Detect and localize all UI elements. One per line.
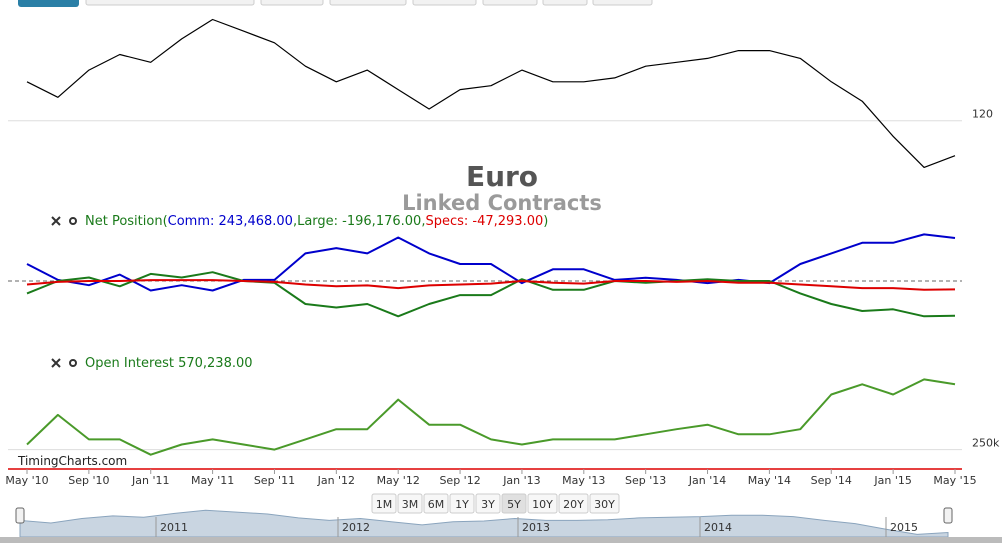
range-button[interactable] bbox=[397, 493, 423, 514]
x-tick-label: May '12 bbox=[377, 474, 420, 487]
legend-title: Net Position( bbox=[85, 214, 168, 229]
settings-icon[interactable] bbox=[69, 359, 77, 367]
chart-title: Euro bbox=[466, 160, 538, 193]
navigator-label: 2013 bbox=[522, 521, 550, 534]
x-tick-label: Jan '14 bbox=[688, 474, 726, 487]
close-icon[interactable] bbox=[51, 216, 61, 226]
x-tick-label: Jan '12 bbox=[317, 474, 355, 487]
x-tick-label: Sep '13 bbox=[625, 474, 666, 487]
toolbar-button[interactable] bbox=[329, 0, 407, 6]
line-series bbox=[26, 18, 956, 168]
x-tick-label: May '14 bbox=[748, 474, 791, 487]
x-tick-label: Jan '15 bbox=[873, 474, 911, 487]
x-tick-label: Jan '11 bbox=[131, 474, 169, 487]
toolbar-button[interactable] bbox=[85, 0, 255, 6]
navigator-scrollbar bbox=[0, 537, 1002, 543]
range-button[interactable] bbox=[527, 493, 558, 514]
legend-entry[interactable]: Comm: 243,468.00 bbox=[168, 214, 293, 229]
panel-icons bbox=[51, 216, 77, 368]
x-tick-label: May '13 bbox=[562, 474, 605, 487]
legend-entry[interactable]: Specs: -47,293.00 bbox=[425, 214, 543, 229]
legend: Net Position(Comm: 243,468.00,Large: -19… bbox=[85, 214, 548, 229]
range-button[interactable] bbox=[475, 493, 501, 514]
range-button[interactable] bbox=[371, 493, 397, 514]
line-series bbox=[26, 378, 956, 456]
line-series bbox=[26, 271, 956, 318]
chart-subtitle: Linked Contracts bbox=[402, 191, 602, 215]
range-button-label[interactable]: 3Y bbox=[481, 498, 495, 511]
range-button[interactable] bbox=[449, 493, 475, 514]
navigator-label: 2014 bbox=[704, 521, 732, 534]
navigator-handle[interactable] bbox=[15, 507, 25, 524]
range-button-label[interactable]: 10Y bbox=[532, 498, 553, 511]
line-series bbox=[26, 233, 956, 292]
range-button-label[interactable]: 1Y bbox=[455, 498, 469, 511]
x-tick-label: Sep '11 bbox=[254, 474, 295, 487]
range-button[interactable] bbox=[589, 493, 620, 514]
range-button-label[interactable]: 20Y bbox=[563, 498, 584, 511]
legend-separator: , bbox=[293, 214, 297, 229]
x-tick-label: May '10 bbox=[5, 474, 48, 487]
toolbar-button[interactable] bbox=[412, 0, 477, 6]
range-button-label[interactable]: 5Y bbox=[507, 498, 521, 511]
x-tick-label: Jan '13 bbox=[502, 474, 540, 487]
range-button-label[interactable]: 1M bbox=[376, 498, 393, 511]
x-tick-label: May '11 bbox=[191, 474, 234, 487]
range-button[interactable] bbox=[423, 493, 449, 514]
range-button-label[interactable]: 30Y bbox=[594, 498, 615, 511]
legend-entry[interactable]: Open Interest 570,238.00 bbox=[85, 356, 253, 371]
navigator-label: 2012 bbox=[342, 521, 370, 534]
toolbar-button[interactable] bbox=[18, 0, 79, 7]
close-icon[interactable] bbox=[51, 358, 61, 368]
range-button[interactable] bbox=[558, 493, 589, 514]
range-button-label[interactable]: 6M bbox=[428, 498, 445, 511]
range-button-label[interactable]: 3M bbox=[402, 498, 419, 511]
toolbar bbox=[18, 0, 653, 7]
navigator-area bbox=[19, 509, 949, 538]
x-tick-label: Sep '12 bbox=[439, 474, 480, 487]
y-tick-label: 120 bbox=[972, 108, 993, 121]
line-series bbox=[26, 279, 956, 291]
range-button[interactable] bbox=[501, 493, 527, 514]
navigator-label: 2015 bbox=[890, 521, 918, 534]
x-tick-label: Sep '10 bbox=[68, 474, 109, 487]
toolbar-button[interactable] bbox=[260, 0, 324, 6]
credit[interactable]: TimingCharts.com bbox=[17, 454, 127, 468]
settings-icon[interactable] bbox=[69, 217, 77, 225]
toolbar-button[interactable] bbox=[482, 0, 538, 6]
toolbar-button[interactable] bbox=[542, 0, 588, 6]
x-tick-label: Sep '14 bbox=[811, 474, 852, 487]
toolbar-button[interactable] bbox=[592, 0, 653, 6]
legend-entry[interactable]: Large: -196,176.00 bbox=[297, 214, 421, 229]
y-tick-label: 250k bbox=[972, 437, 1000, 450]
navigator-handle[interactable] bbox=[943, 507, 953, 524]
navigator-label: 2011 bbox=[160, 521, 188, 534]
legend-separator: , bbox=[421, 214, 425, 229]
legend-close: ) bbox=[543, 214, 548, 229]
x-tick-label: May '15 bbox=[933, 474, 976, 487]
